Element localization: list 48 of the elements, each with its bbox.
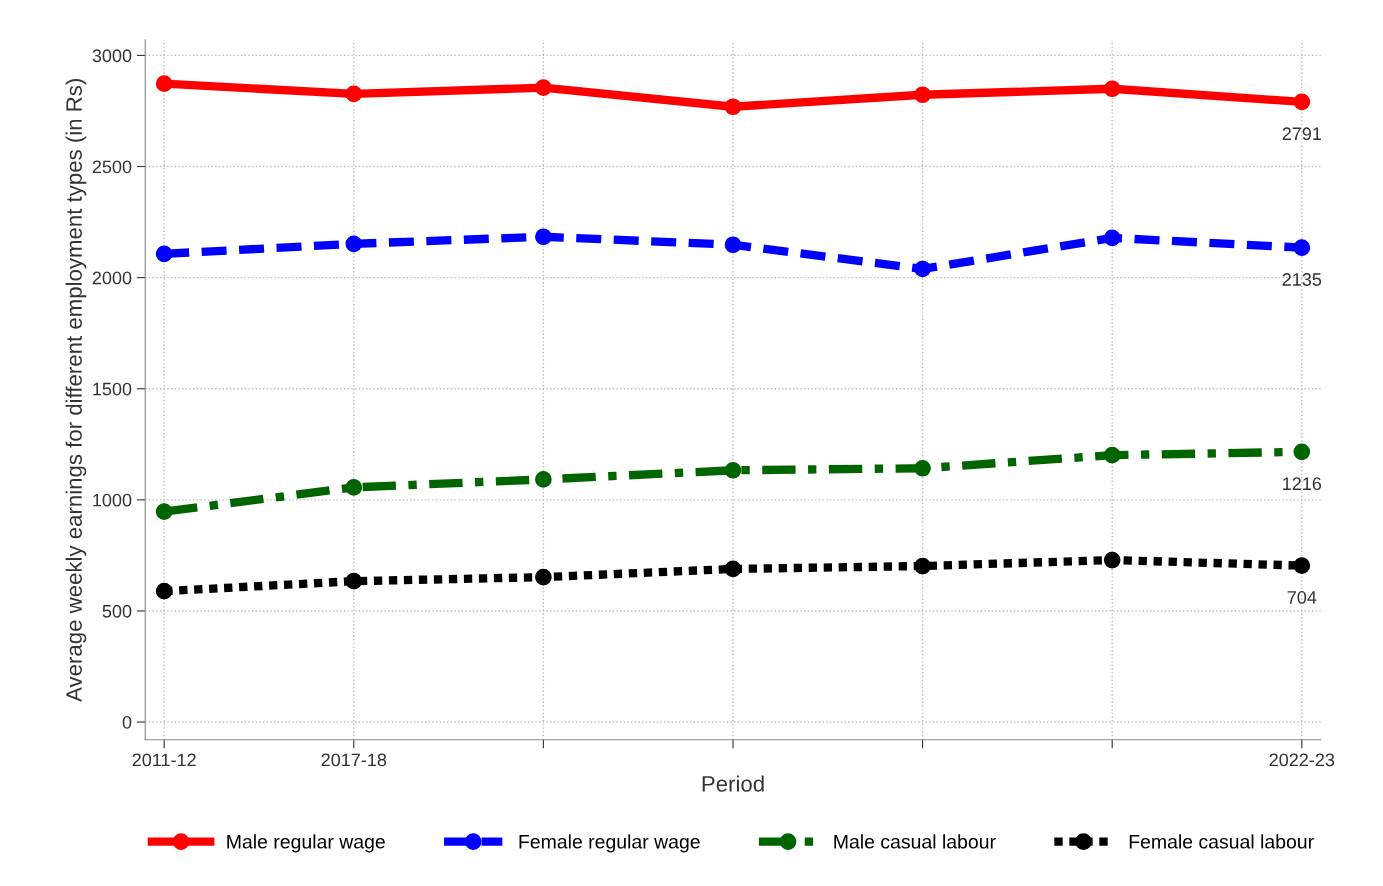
y-tick-label: 0 xyxy=(122,715,132,729)
point xyxy=(724,560,742,578)
point xyxy=(155,582,173,600)
point xyxy=(724,461,742,479)
y-tick-label: 3000 xyxy=(92,49,132,63)
y-tick-label: 1000 xyxy=(93,493,132,507)
x-axis-title: Period xyxy=(702,775,764,792)
legend-label: Male casual labour xyxy=(834,834,996,849)
legend-label: Female casual labour xyxy=(1129,834,1314,849)
point xyxy=(345,235,363,253)
data-label: 2135 xyxy=(1282,273,1322,286)
point xyxy=(1103,446,1121,464)
data-label: 1216 xyxy=(1283,477,1322,491)
point xyxy=(155,75,173,92)
point xyxy=(724,98,742,116)
legend-label: Male regular wage xyxy=(227,834,385,853)
data-label: 704 xyxy=(1287,591,1317,604)
point xyxy=(155,503,173,520)
point xyxy=(1293,557,1311,574)
point xyxy=(1103,229,1121,247)
point xyxy=(914,86,931,104)
y-tick-label: 1500 xyxy=(93,382,132,396)
point xyxy=(1293,443,1311,461)
y-axis-title: Average weekly earnings for different employment types (in Rs) xyxy=(65,79,87,702)
point xyxy=(1103,551,1121,569)
point xyxy=(724,236,742,254)
point xyxy=(155,245,173,263)
legend-label: Female regular wage xyxy=(519,834,700,853)
point xyxy=(345,85,363,103)
point xyxy=(1293,93,1311,111)
point xyxy=(535,568,552,586)
point xyxy=(345,479,363,496)
point xyxy=(535,471,552,488)
data-label: 2791 xyxy=(1282,127,1322,141)
x-tick-label: 2017-18 xyxy=(321,753,387,767)
x-tick-label: 2022-23 xyxy=(1269,753,1335,767)
point xyxy=(914,557,931,575)
point xyxy=(535,79,552,96)
point xyxy=(535,228,552,246)
point xyxy=(345,572,363,590)
point xyxy=(1103,80,1121,98)
point xyxy=(914,260,931,278)
y-tick-label: 500 xyxy=(102,604,132,618)
x-tick-label: 2011-12 xyxy=(132,753,196,767)
point xyxy=(1293,239,1311,256)
point xyxy=(914,459,931,477)
y-tick-label: 2000 xyxy=(92,271,132,285)
y-tick-label: 2500 xyxy=(92,160,132,174)
